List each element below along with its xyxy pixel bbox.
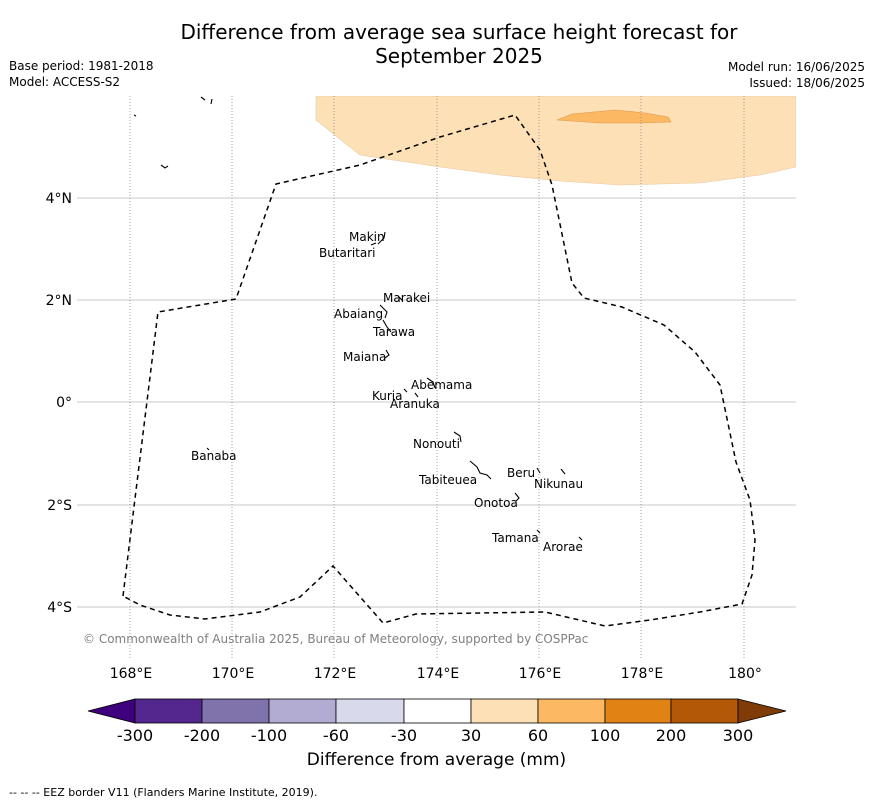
anomaly-60-100-region bbox=[556, 109, 672, 124]
colorbar-segment-6 bbox=[470, 698, 539, 724]
eez-legend-note: -- -- -- EEZ border V11 (Flanders Marine… bbox=[9, 786, 318, 799]
lat-tick-2s: 2°S bbox=[47, 498, 72, 514]
cbar-tick-100: 100 bbox=[590, 726, 621, 745]
cbar-tick-minus60: -60 bbox=[323, 726, 349, 745]
eez-border bbox=[122, 114, 756, 627]
island-coastlines bbox=[133, 96, 583, 541]
map-area bbox=[77, 96, 796, 658]
lat-tick-4n: 4°N bbox=[46, 191, 72, 207]
label-banaba: Banaba bbox=[191, 449, 237, 463]
label-abemama: Abemama bbox=[411, 378, 472, 392]
meta-left: Base period: 1981-2018 Model: ACCESS-S2 bbox=[9, 58, 154, 90]
label-abaiang: Abaiang bbox=[334, 307, 383, 321]
issued-date: Issued: 18/06/2025 bbox=[749, 76, 865, 90]
label-marakei: Marakei bbox=[383, 291, 430, 305]
label-tabiteuea: Tabiteuea bbox=[418, 473, 477, 487]
title-line-2: September 2025 bbox=[375, 44, 543, 68]
cbar-tick-minus300: -300 bbox=[117, 726, 153, 745]
label-arorae: Arorae bbox=[543, 540, 583, 554]
lat-tick-4s: 4°S bbox=[47, 600, 72, 616]
colorbar-high-extension bbox=[737, 698, 787, 724]
colorbar-segment-3 bbox=[268, 698, 337, 724]
label-kuria: Kuria bbox=[372, 389, 403, 403]
lat-gridlines bbox=[77, 197, 796, 608]
label-tarawa: Tarawa bbox=[372, 325, 415, 339]
colorbar-title: Difference from average (mm) bbox=[306, 750, 567, 770]
lon-tick-176e: 176°E bbox=[519, 666, 562, 682]
model-run: Model run: 16/06/2025 bbox=[727, 60, 865, 74]
anomaly-30-60-region bbox=[315, 96, 796, 186]
copyright-notice: © Commonwealth of Australia 2025, Bureau… bbox=[83, 632, 589, 646]
lon-tick-172e: 172°E bbox=[314, 666, 357, 682]
label-nikunau: Nikunau bbox=[534, 477, 583, 491]
lon-gridlines bbox=[129, 96, 745, 658]
label-onotoa: Onotoa bbox=[474, 496, 518, 510]
lat-tick-2n: 2°N bbox=[46, 293, 72, 309]
label-butaritari: Butaritari bbox=[319, 246, 376, 260]
meta-right: Model run: 16/06/2025 Issued: 18/06/2025 bbox=[728, 59, 865, 91]
colorbar-low-extension bbox=[87, 698, 136, 724]
colorbar-segment-1 bbox=[134, 698, 203, 724]
cbar-tick-minus30: -30 bbox=[391, 726, 417, 745]
lon-tick-168e: 168°E bbox=[110, 666, 153, 682]
cbar-tick-minus200: -200 bbox=[184, 726, 220, 745]
lon-tick-180: 180° bbox=[728, 666, 762, 682]
cbar-tick-60: 60 bbox=[528, 726, 548, 745]
chart-title: Difference from average sea surface heig… bbox=[0, 20, 873, 68]
lon-tick-174e: 174°E bbox=[417, 666, 460, 682]
lat-tick-0: 0° bbox=[56, 395, 72, 411]
cbar-tick-30: 30 bbox=[461, 726, 481, 745]
colorbar-segment-7 bbox=[537, 698, 606, 724]
cbar-tick-minus100: -100 bbox=[251, 726, 287, 745]
title-line-1: Difference from average sea surface heig… bbox=[180, 20, 738, 44]
colorbar bbox=[87, 698, 787, 724]
label-beru: Beru bbox=[507, 466, 535, 480]
colorbar-segment-2 bbox=[201, 698, 270, 724]
model-name: Model: ACCESS-S2 bbox=[9, 75, 121, 89]
label-makin: Makin bbox=[349, 230, 385, 244]
colorbar-segment-9 bbox=[670, 698, 739, 724]
cbar-tick-200: 200 bbox=[656, 726, 687, 745]
lon-tick-178e: 178°E bbox=[621, 666, 664, 682]
label-tamana: Tamana bbox=[491, 531, 539, 545]
label-maiana: Maiana bbox=[343, 350, 386, 364]
label-nonouti: Nonouti bbox=[413, 437, 460, 451]
base-period: Base period: 1981-2018 bbox=[9, 59, 154, 73]
colorbar-segment-5 bbox=[403, 698, 472, 724]
label-aranuka: Aranuka bbox=[390, 397, 440, 411]
cbar-tick-300: 300 bbox=[723, 726, 754, 745]
colorbar-segment-4 bbox=[335, 698, 405, 724]
lon-tick-170e: 170°E bbox=[212, 666, 255, 682]
colorbar-segment-8 bbox=[604, 698, 672, 724]
